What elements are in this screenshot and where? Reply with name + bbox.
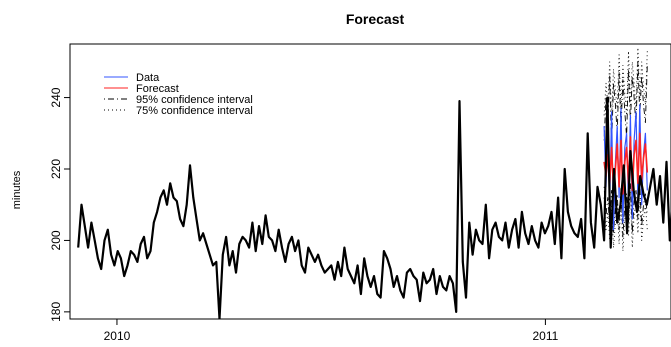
series-line-75-upper (603, 47, 648, 120)
series-line-data-forecast-period (603, 104, 648, 231)
legend-label: 95% confidence interval (136, 94, 253, 106)
y-tick-label: 220 (49, 159, 63, 179)
legend-label: Data (136, 72, 160, 84)
y-tick-label: 200 (49, 230, 63, 250)
legend-label: Forecast (136, 83, 179, 95)
y-tick-label: 180 (49, 302, 63, 322)
chart-title: Forecast (346, 11, 405, 27)
x-tick-label: 2010 (104, 329, 131, 343)
x-tick-label: 2011 (532, 329, 558, 343)
series-layer (77, 47, 671, 319)
series-line-forecast (603, 132, 649, 195)
y-tick-label: 240 (49, 87, 63, 107)
y-axis-label: minutes (11, 170, 23, 209)
y-axis: 180 200 220 240 (49, 87, 71, 322)
x-axis: 2010 2011 (104, 319, 559, 343)
series-line-data (77, 96, 671, 319)
legend-label: 75% confidence interval (136, 105, 253, 117)
